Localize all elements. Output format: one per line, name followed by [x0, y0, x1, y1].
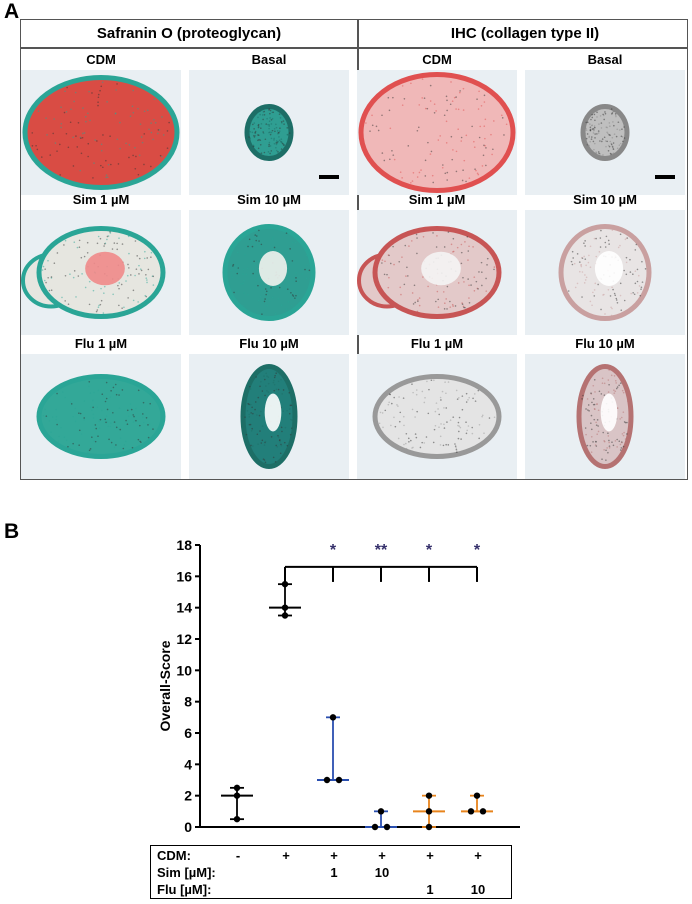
significance-marker: *	[474, 542, 481, 559]
data-point	[425, 808, 433, 815]
conditions-table: CDM: Sim [µM]: Flu [µM]: - + + + + +1 10 1 10	[150, 845, 512, 899]
condition-value: 10	[374, 865, 390, 880]
micrograph-image	[525, 210, 685, 335]
tile-label: Sim 1 µM	[72, 192, 130, 207]
panel-letter-a: A	[4, 0, 20, 23]
data-point	[233, 792, 241, 799]
tile-label: Flu 10 µM	[239, 336, 299, 351]
condition-value: +	[378, 848, 386, 863]
y-tick-label: 4	[184, 756, 192, 772]
scale-bar	[655, 175, 675, 179]
micrograph-image	[525, 70, 685, 195]
y-tick-label: 16	[176, 568, 192, 584]
data-point	[473, 792, 481, 799]
tile-label: Flu 1 µM	[410, 336, 464, 351]
y-tick-label: 14	[176, 600, 192, 616]
y-tick-label: 6	[184, 725, 192, 741]
condition-value: +	[426, 848, 434, 863]
panel-letter-b: B	[4, 520, 20, 543]
condition-value: +	[282, 848, 290, 863]
data-point	[425, 792, 433, 799]
y-tick-label: 18	[176, 537, 192, 553]
y-tick-label: 10	[176, 662, 192, 678]
data-point	[323, 776, 331, 784]
data-point	[479, 808, 487, 815]
row-label-sim: Sim [µM]:	[157, 865, 216, 880]
condition-value: -	[235, 848, 241, 863]
data-point	[371, 823, 379, 831]
tile-label: Flu 1 µM	[74, 336, 128, 351]
micrograph-image	[21, 70, 181, 195]
ihc-title: IHC (collagen type II)	[450, 25, 600, 42]
y-axis-label: Overall-Score	[157, 640, 173, 731]
data-point	[281, 604, 289, 611]
micrograph-image	[357, 70, 517, 195]
data-point	[329, 714, 337, 721]
micrograph-image	[189, 354, 349, 479]
micrograph-image	[21, 354, 181, 479]
tile-label: Basal	[587, 52, 623, 67]
tile-label: Basal	[251, 52, 287, 67]
significance-marker: **	[375, 542, 388, 559]
tile-label: Flu 10 µM	[575, 336, 635, 351]
condition-value: +	[474, 848, 482, 863]
condition-value: 10	[470, 882, 486, 897]
data-point	[377, 808, 385, 815]
micrograph-image	[189, 210, 349, 335]
tile-label: CDM	[422, 52, 452, 67]
micrograph-image	[357, 210, 517, 335]
tile-label: CDM	[86, 52, 116, 67]
data-point	[383, 823, 391, 831]
data-point	[467, 808, 475, 815]
tile-label: Sim 1 µM	[408, 192, 466, 207]
safranin-title: Safranin O (proteoglycan)	[96, 25, 282, 42]
header-divider	[21, 47, 687, 49]
micrograph-image	[357, 354, 517, 479]
micrograph-image	[21, 210, 181, 335]
significance-marker: *	[330, 542, 337, 559]
y-tick-label: 0	[184, 819, 192, 835]
condition-value: 1	[426, 882, 434, 897]
y-tick-label: 12	[176, 631, 192, 647]
significance-marker: *	[426, 542, 433, 559]
y-tick-label: 2	[184, 788, 192, 804]
panel-a-frame: Safranin O (proteoglycan) IHC (collagen …	[20, 19, 688, 480]
condition-value: +	[330, 848, 338, 863]
micrograph-image	[189, 70, 349, 195]
data-point	[281, 612, 289, 619]
data-point	[425, 823, 433, 831]
row-label-cdm: CDM:	[157, 848, 191, 863]
data-point	[281, 580, 289, 588]
micrograph-image	[525, 354, 685, 479]
row-label-flu: Flu [µM]:	[157, 882, 212, 897]
tile-label: Sim 10 µM	[573, 192, 637, 207]
data-point	[335, 776, 343, 784]
data-point	[233, 815, 241, 823]
y-tick-label: 8	[184, 694, 192, 710]
scale-bar	[319, 175, 339, 179]
condition-value: 1	[330, 865, 338, 880]
tile-label: Sim 10 µM	[237, 192, 301, 207]
data-point	[233, 784, 241, 792]
